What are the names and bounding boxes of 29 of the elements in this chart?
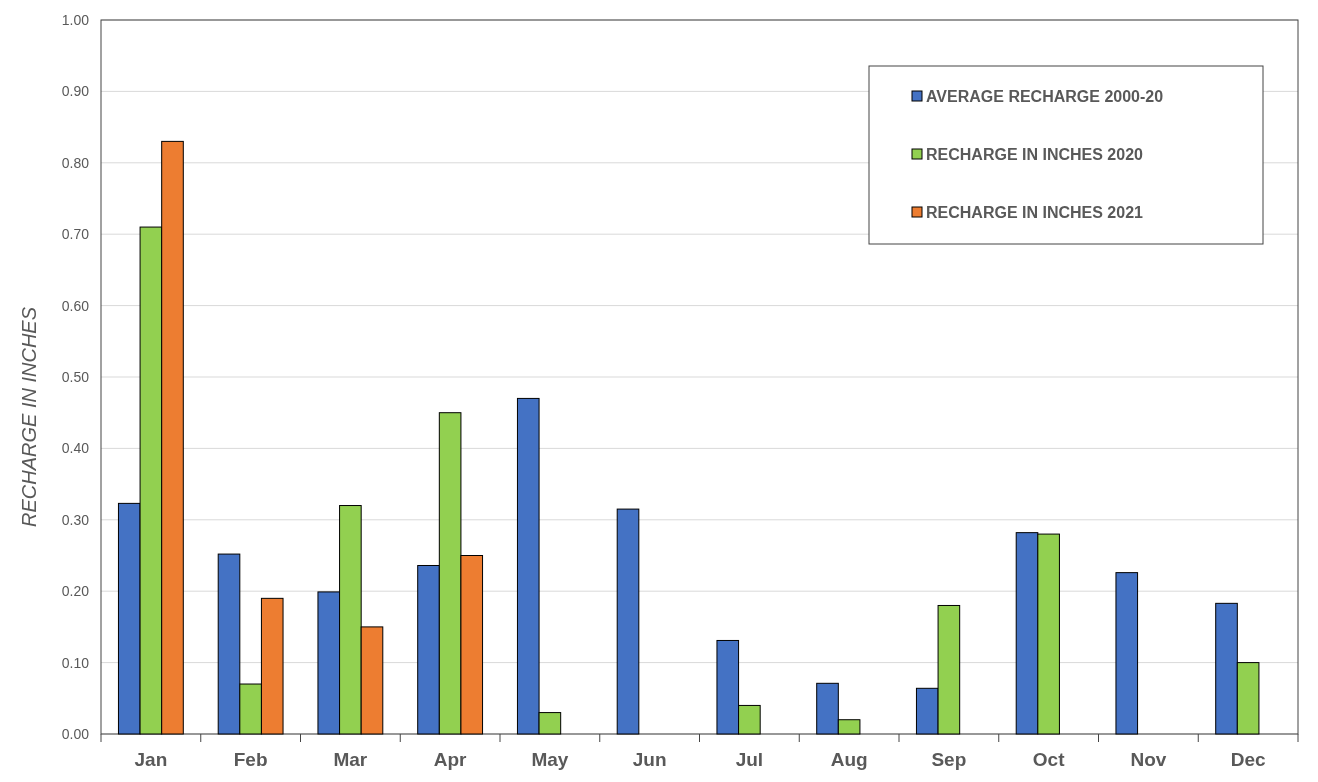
x-tick-label: Dec — [1230, 749, 1266, 770]
y-tick-label: 0.80 — [61, 154, 90, 171]
x-tick-label: Feb — [233, 749, 268, 770]
x-tick-label: May — [531, 749, 569, 770]
bar — [1115, 572, 1139, 735]
y-tick-label: 0.20 — [61, 583, 90, 600]
x-tick-label: Jul — [735, 749, 764, 770]
y-tick-label: 0.50 — [61, 368, 90, 385]
y-tick-label: 1.00 — [61, 11, 90, 28]
legend-label: AVERAGE RECHARGE 2000-20 — [926, 87, 1164, 105]
x-tick-label: Nov — [1130, 749, 1167, 770]
y-tick-label: 0.30 — [61, 511, 90, 528]
x-tick-label: Jan — [134, 749, 168, 770]
y-axis-title: RECHARGE IN INCHES — [18, 306, 40, 528]
y-tick-label: 0.40 — [61, 440, 90, 457]
y-tick-label: 0.70 — [61, 226, 90, 243]
legend-label: RECHARGE IN INCHES 2021 — [926, 203, 1144, 221]
y-tick-label: 0.90 — [61, 83, 90, 100]
bar — [616, 508, 640, 735]
legend-label: RECHARGE IN INCHES 2020 — [926, 145, 1144, 163]
x-tick-label: Mar — [333, 749, 368, 770]
y-tick-label: 0.60 — [61, 297, 90, 314]
x-tick-label: Aug — [830, 749, 868, 770]
x-tick-label: Sep — [931, 749, 967, 770]
x-tick-label: Oct — [1032, 749, 1066, 770]
x-tick-label: Apr — [433, 749, 468, 770]
y-tick-label: 0.00 — [61, 725, 90, 742]
x-tick-label: Jun — [632, 749, 667, 770]
y-tick-label: 0.10 — [61, 654, 90, 671]
